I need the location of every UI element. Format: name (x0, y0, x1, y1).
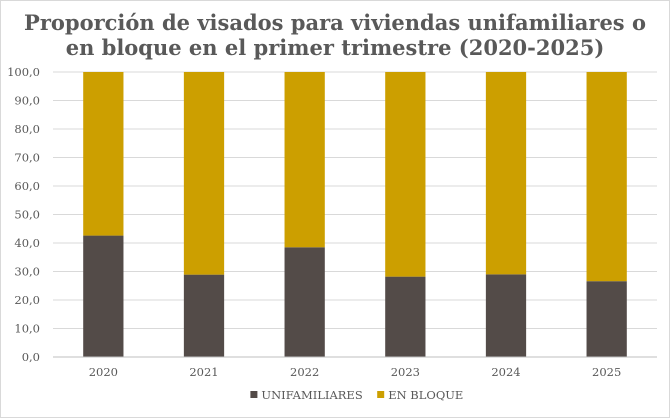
axes: 0,0 10,0 20,0 30,0 40,0 50,0 60,0 70,0 80,0 90,0 1… (7, 65, 657, 379)
x-tick-label: 2020 (89, 365, 118, 379)
bar-en-bloque-2020 (83, 72, 124, 236)
bar-unifamiliares-2024 (485, 274, 527, 357)
y-tick-label: 70,0 (14, 151, 40, 165)
bar-en-bloque-2021 (183, 72, 225, 275)
bar-unifamiliares-2022 (284, 247, 325, 357)
x-tick-label: 2021 (189, 365, 218, 379)
legend-swatch-unifamiliares (250, 391, 258, 398)
y-tick-label: 90,0 (14, 94, 40, 108)
y-tick-label: 50,0 (14, 208, 40, 222)
y-tick-label: 100,0 (7, 65, 40, 79)
gridlines (53, 71, 657, 329)
chart-title: Proporción de visados para viviendas uni… (24, 10, 646, 60)
y-tick-label: 30,0 (14, 265, 40, 279)
legend: UNIFAMILIARES EN BLOQUE (250, 388, 463, 402)
y-tick-label: 20,0 (14, 293, 40, 307)
y-tick-label: 60,0 (14, 179, 40, 193)
y-tick-label: 40,0 (14, 236, 40, 250)
legend-swatch-en-bloque (377, 391, 385, 398)
bar-en-bloque-2024 (485, 72, 527, 275)
bars (83, 72, 627, 357)
y-tick-label: 10,0 (14, 322, 40, 336)
bar-unifamiliares-2023 (385, 276, 426, 357)
x-tick-label: 2022 (290, 365, 319, 379)
x-tick-label: 2025 (592, 365, 621, 379)
bar-en-bloque-2025 (586, 72, 627, 282)
chart-title-line-1: Proporción de visados para viviendas uni… (24, 10, 646, 35)
legend-label-en-bloque: EN BLOQUE (388, 388, 463, 402)
bar-en-bloque-2022 (284, 72, 325, 248)
bar-unifamiliares-2020 (83, 235, 124, 357)
y-tick-label: 0,0 (22, 350, 40, 364)
x-tick-label: 2023 (391, 365, 420, 379)
y-tick-label: 80,0 (14, 122, 40, 136)
bar-unifamiliares-2025 (586, 281, 627, 357)
bar-unifamiliares-2021 (183, 274, 225, 357)
legend-label-unifamiliares: UNIFAMILIARES (261, 388, 362, 402)
x-tick-label: 2024 (491, 365, 520, 379)
bar-en-bloque-2023 (385, 72, 426, 277)
chart-title-line-2: en bloque en el primer trimestre (2020-2… (66, 35, 605, 60)
